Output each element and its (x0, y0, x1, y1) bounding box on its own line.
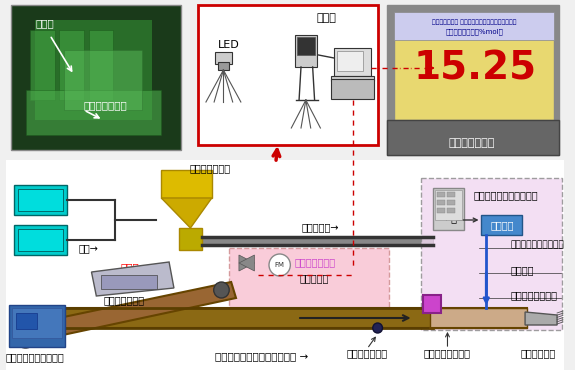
Bar (214, 52, 232, 64)
Text: マテリアルホース: マテリアルホース (424, 348, 471, 358)
Text: スラリー化水用ポンプ: スラリー化水用ポンプ (511, 240, 564, 249)
Polygon shape (239, 255, 255, 271)
Bar (14, 185, 67, 215)
Bar (433, 188, 464, 230)
Text: コンクリート輸送設備: コンクリート輸送設備 (6, 352, 64, 362)
Bar (217, 62, 229, 70)
Text: 急結剤添加装置: 急結剤添加装置 (189, 163, 231, 173)
Bar (59, 30, 84, 100)
Bar (9, 305, 66, 347)
Bar (162, 170, 212, 198)
Text: LED: LED (217, 40, 239, 50)
Bar (11, 308, 433, 328)
Bar (25, 90, 162, 135)
Bar (421, 178, 562, 330)
Circle shape (269, 254, 290, 276)
Bar (447, 192, 455, 197)
Bar (297, 37, 315, 55)
Bar (35, 20, 152, 120)
Text: 遮光箱: 遮光箱 (121, 262, 139, 272)
Bar (198, 5, 378, 145)
Bar (447, 200, 455, 205)
Bar (12, 308, 62, 338)
Text: ドライミクスト コンクリート含水量測定システム: ドライミクスト コンクリート含水量測定システム (432, 19, 517, 25)
Bar (11, 5, 181, 150)
Bar (64, 50, 142, 110)
Text: FM: FM (275, 262, 285, 268)
Bar (337, 51, 363, 71)
Bar (430, 308, 527, 328)
Text: 15.25: 15.25 (413, 49, 536, 87)
Bar (394, 12, 554, 120)
Polygon shape (91, 262, 174, 296)
Bar (437, 208, 444, 213)
Text: エア流量計: エア流量計 (300, 273, 329, 283)
Text: ベルトコンベア: ベルトコンベア (103, 295, 144, 305)
Text: スラリー化ノズル: スラリー化ノズル (511, 290, 558, 300)
Bar (437, 200, 444, 205)
Circle shape (15, 326, 36, 348)
Bar (447, 208, 455, 213)
Text: エア→: エア→ (79, 243, 99, 253)
Bar (101, 275, 158, 289)
Bar (388, 120, 559, 155)
Text: 粉体急結剤→: 粉体急結剤→ (302, 222, 339, 232)
Bar (423, 295, 440, 313)
Bar (331, 79, 374, 99)
Text: ベルトコンベア: ベルトコンベア (84, 100, 128, 110)
Bar (179, 228, 202, 250)
Bar (30, 30, 55, 100)
Bar (229, 248, 389, 308)
Polygon shape (162, 198, 212, 228)
Text: ドライミクストコンクリート →: ドライミクストコンクリート → (214, 351, 308, 361)
Circle shape (214, 282, 229, 298)
Polygon shape (11, 282, 236, 345)
Bar (334, 48, 371, 76)
Text: 流量調節バルブ: 流量調節バルブ (294, 257, 335, 267)
Bar (18, 229, 63, 251)
Text: 吹付けノズル: 吹付けノズル (520, 348, 555, 358)
Text: 遮光箱: 遮光箱 (35, 18, 54, 28)
Bar (89, 30, 113, 100)
Text: 含水比の含水量（%mol）: 含水比の含水量（%mol） (446, 29, 504, 35)
Circle shape (373, 323, 382, 333)
Bar (16, 313, 37, 329)
Text: 輝度計: 輝度計 (316, 13, 336, 23)
Bar (435, 190, 462, 220)
Bar (388, 5, 559, 155)
Text: シャワリング管: シャワリング管 (346, 348, 388, 358)
Bar (14, 225, 67, 255)
Bar (295, 35, 316, 67)
Bar (18, 189, 63, 211)
Text: モニタ表示状況: モニタ表示状況 (448, 138, 495, 148)
Bar (437, 192, 444, 197)
Text: 水流量計: 水流量計 (511, 265, 534, 275)
Bar (394, 12, 554, 40)
Polygon shape (525, 312, 557, 325)
Text: スラリーショット制御盤: スラリーショット制御盤 (473, 190, 538, 200)
Bar (202, 237, 433, 245)
Bar (481, 215, 522, 235)
Bar (6, 160, 564, 370)
Text: 水タンク: 水タンク (490, 220, 513, 230)
Text: ←水: ←水 (443, 213, 457, 223)
Polygon shape (239, 255, 255, 271)
Bar (331, 76, 374, 81)
